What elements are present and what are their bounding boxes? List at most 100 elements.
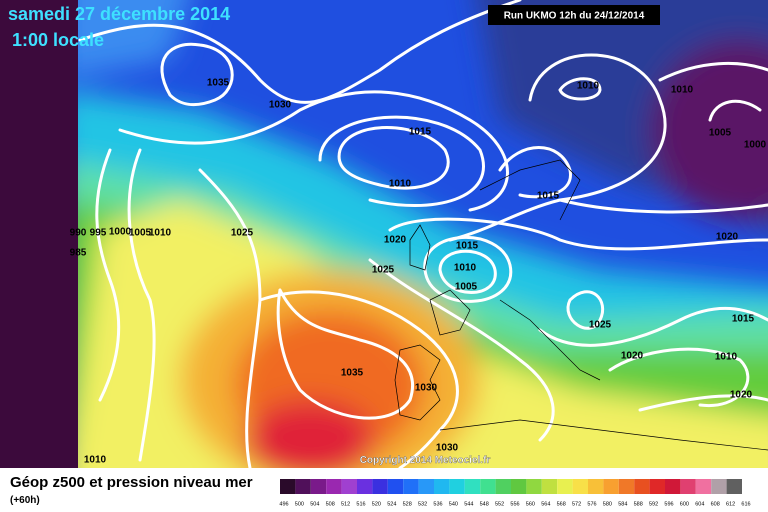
scale-swatch: [665, 479, 681, 494]
scale-label: 548: [480, 501, 489, 507]
isobar-label: 1020: [621, 351, 644, 362]
scale-label: 572: [572, 501, 581, 507]
scale-label: 576: [587, 501, 596, 507]
isobar-label: 1010: [671, 85, 694, 96]
isobar: [127, 148, 156, 462]
isobar-label: 995: [90, 228, 107, 239]
isobar: [388, 217, 768, 251]
scale-swatch: [695, 479, 712, 494]
scale-label: 612: [726, 501, 735, 507]
scale-swatch: [618, 479, 635, 494]
scale-swatch: [541, 479, 558, 494]
scale-label: 500: [295, 501, 304, 507]
scale-swatch: [295, 479, 311, 494]
color-scale: 496 500 504 508 512 516 520 524 528 532 536 540 544 5…: [279, 479, 751, 507]
isobar: [566, 290, 605, 330]
isobar-label: 1010: [454, 263, 477, 274]
coastlines: [394, 159, 768, 451]
isobar-label: 1015: [456, 241, 479, 252]
isobar: [708, 99, 762, 122]
scale-swatch: [464, 479, 481, 494]
scale-swatch: [387, 479, 404, 494]
coastline: [429, 289, 471, 336]
scale-swatch: [418, 479, 434, 494]
isobar: [258, 290, 459, 468]
scale-swatch: [480, 479, 496, 494]
scale-swatch: [557, 479, 573, 494]
date-title: samedi 27 décembre 2014: [8, 4, 230, 24]
run-label: Run UKMO 12h du 24/12/2014: [504, 11, 645, 22]
coastline: [439, 419, 768, 451]
isobar: [318, 115, 485, 207]
scale-label: 560: [526, 501, 535, 507]
isobar: [608, 347, 750, 408]
scale-label: 564: [541, 501, 550, 507]
isobar: [538, 306, 768, 347]
isobar-label: 1015: [732, 314, 755, 325]
scale-label: 532: [418, 501, 427, 507]
scale-swatch: [449, 479, 465, 494]
coastline: [409, 224, 431, 271]
isobar: [95, 148, 121, 402]
scale-label: 592: [649, 501, 658, 507]
isobar-label: 1005: [455, 282, 478, 293]
scale-swatch: [680, 479, 696, 494]
scale-swatch: [341, 479, 357, 494]
scale-label: 600: [680, 501, 689, 507]
isobar-label: 1030: [415, 383, 438, 394]
isobar: [337, 126, 450, 190]
isobar-label: 1035: [207, 78, 230, 89]
scale-label: 524: [387, 501, 396, 507]
scale-label: 544: [464, 501, 473, 507]
scale-swatch: [634, 479, 650, 494]
time-subtitle: 1:00 locale: [12, 30, 104, 50]
coastline: [499, 299, 601, 381]
scale-label: 608: [711, 501, 720, 507]
copyright: Copyright 2014 Meteociel.fr: [360, 455, 491, 466]
scale-label: 588: [634, 501, 643, 507]
isobar-label: 1020: [384, 235, 407, 246]
isobar-label: 1025: [231, 228, 254, 239]
scale-swatch: [711, 479, 727, 494]
isobars: [78, 0, 768, 468]
isobar: [658, 62, 768, 82]
isobar-label: 1010: [389, 179, 412, 190]
scale-swatch: [495, 479, 511, 494]
scale-label: 536: [433, 501, 442, 507]
isobar-label: 1010: [84, 455, 107, 466]
isobar-label: 1020: [716, 232, 739, 243]
isobar-label: 1025: [372, 265, 395, 276]
scale-label: 528: [403, 501, 412, 507]
legend-subtitle: (+60h): [10, 495, 40, 506]
scale-label: 512: [341, 501, 350, 507]
scale-label: 520: [372, 501, 381, 507]
scale-label: 604: [695, 501, 704, 507]
isobar: [438, 249, 497, 294]
isobar: [160, 42, 234, 107]
scale-label: 504: [310, 501, 319, 507]
scale-swatch: [726, 479, 742, 494]
isobar: [78, 0, 522, 104]
isobar: [638, 394, 768, 412]
field-lightblue: [78, 0, 188, 77]
scale-label: 516: [356, 501, 365, 507]
scale-label: 584: [618, 501, 627, 507]
field-purple: [650, 40, 768, 220]
isobar: [118, 90, 509, 212]
scale-swatch: [511, 479, 527, 494]
scale-swatch: [434, 479, 450, 494]
isobar-label: 1030: [269, 100, 292, 111]
map-field: [78, 0, 768, 468]
isobar-label: 1030: [436, 443, 459, 454]
scale-swatch: [280, 479, 296, 494]
isobar-label: 1010: [577, 81, 600, 92]
isobar: [448, 53, 667, 242]
scale-swatch: [326, 479, 342, 494]
isobar-label: 1010: [715, 352, 738, 363]
scale-label: 580: [603, 501, 612, 507]
scale-swatch: [357, 479, 373, 494]
legend-title: Géop z500 et pression niveau mer: [10, 474, 253, 491]
coastline: [479, 159, 581, 221]
isobar: [368, 258, 555, 442]
